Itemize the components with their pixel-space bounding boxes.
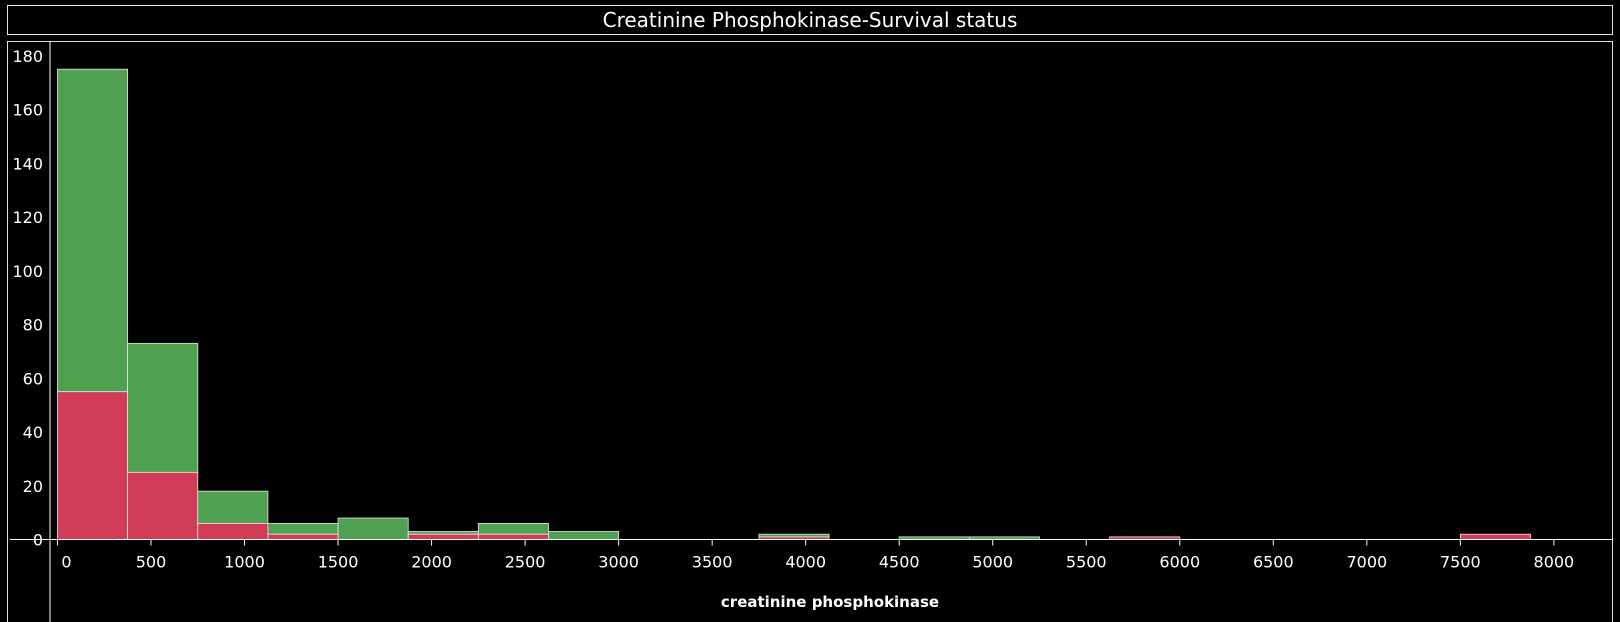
bar-died-3 bbox=[267, 533, 339, 540]
bar-survived-8 bbox=[758, 533, 830, 538]
x-tick-label: 4500 bbox=[879, 553, 920, 572]
bar-survived-7 bbox=[548, 531, 620, 540]
y-tick-label: 20 bbox=[23, 477, 43, 496]
y-tick-label: 100 bbox=[12, 262, 43, 281]
x-tick-label: 8000 bbox=[1534, 553, 1575, 572]
y-tick-label: 0 bbox=[33, 531, 43, 550]
y-tick-label: 80 bbox=[23, 316, 43, 335]
x-tick-label: 6500 bbox=[1253, 553, 1294, 572]
x-tick-label: 7500 bbox=[1440, 553, 1481, 572]
bar-survived-0 bbox=[57, 68, 129, 393]
x-tick-label: 2500 bbox=[505, 553, 546, 572]
x-tick-label: 5000 bbox=[972, 553, 1013, 572]
bar-survived-6 bbox=[477, 523, 549, 535]
bar-died-12 bbox=[1459, 533, 1531, 540]
bar-survived-5 bbox=[407, 531, 479, 535]
x-tick-label: 2000 bbox=[411, 553, 452, 572]
y-tick-label: 180 bbox=[12, 47, 43, 66]
bar-survived-2 bbox=[197, 490, 269, 524]
x-tick-label: 4000 bbox=[785, 553, 826, 572]
bar-survived-3 bbox=[267, 523, 339, 535]
bar-died-6 bbox=[477, 533, 549, 540]
x-tick-label: 5500 bbox=[1066, 553, 1107, 572]
x-tick-label: 1500 bbox=[318, 553, 359, 572]
bar-died-5 bbox=[407, 533, 479, 540]
bar-survived-4 bbox=[337, 517, 409, 540]
y-tick-label: 40 bbox=[23, 423, 43, 442]
x-axis-label: creatinine phosphokinase bbox=[721, 593, 939, 611]
axes-group: 0 20 40 60 80 100 120 140 160 180 0 500 1000 1500 2000… bbox=[10, 41, 1613, 622]
bar-group bbox=[57, 68, 1531, 540]
x-tick-label: 6000 bbox=[1159, 553, 1200, 572]
y-tick-label: 160 bbox=[12, 101, 43, 120]
x-tick-label: 500 bbox=[136, 553, 167, 572]
x-tick-label: 3500 bbox=[692, 553, 733, 572]
bar-died-0 bbox=[57, 391, 129, 540]
y-tick-label: 120 bbox=[12, 208, 43, 227]
bar-died-2 bbox=[197, 523, 269, 540]
chart-title-text: Creatinine Phosphokinase-Survival status bbox=[602, 8, 1018, 32]
x-tick-label: 0 bbox=[61, 553, 71, 572]
plot-frame bbox=[7, 41, 1613, 622]
y-tick-label: 60 bbox=[23, 369, 43, 388]
bar-died-1 bbox=[127, 471, 199, 540]
bar-survived-1 bbox=[127, 342, 199, 473]
y-tick-label: 140 bbox=[12, 154, 43, 173]
x-tick-label: 7000 bbox=[1346, 553, 1387, 572]
x-tick-label: 3000 bbox=[598, 553, 639, 572]
x-tick-label: 1000 bbox=[224, 553, 265, 572]
chart-title: Creatinine Phosphokinase-Survival status bbox=[7, 5, 1613, 35]
